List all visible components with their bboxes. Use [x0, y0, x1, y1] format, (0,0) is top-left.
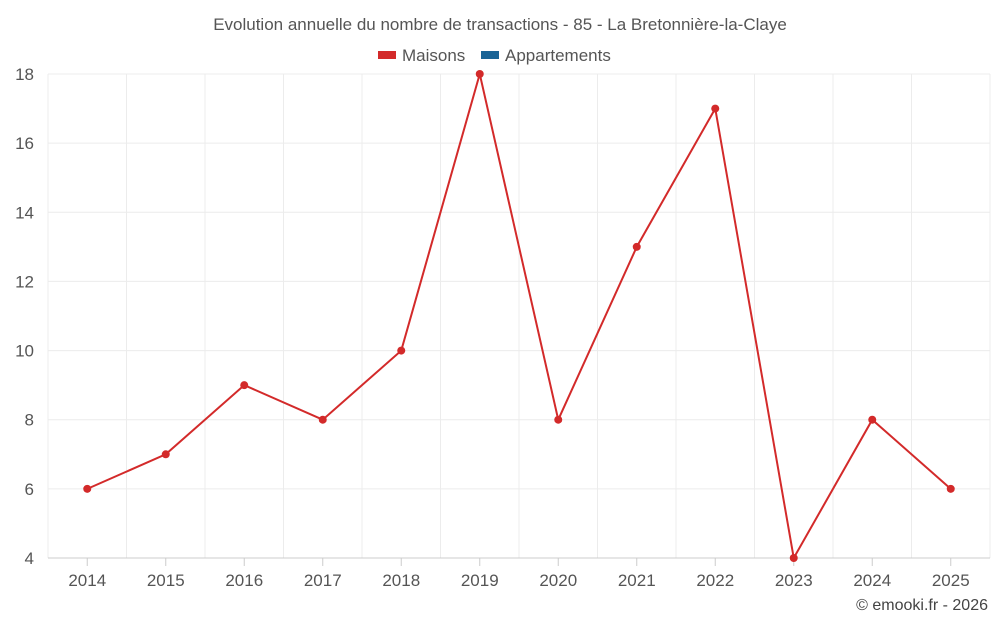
- y-tick-label: 18: [15, 65, 34, 84]
- data-point[interactable]: [161, 450, 170, 459]
- data-point[interactable]: [789, 554, 798, 562]
- data-point[interactable]: [318, 415, 327, 424]
- y-tick-label: 14: [15, 203, 34, 222]
- x-tick-label: 2017: [304, 571, 342, 590]
- x-tick-label: 2025: [932, 571, 970, 590]
- data-point[interactable]: [868, 415, 877, 424]
- x-tick-label: 2024: [853, 571, 891, 590]
- data-point[interactable]: [240, 381, 249, 390]
- legend: Maisons Appartements: [378, 46, 611, 65]
- x-tick-label: 2022: [696, 571, 734, 590]
- plot-area: [83, 70, 955, 562]
- y-tick-label: 6: [25, 480, 34, 499]
- y-tick-label: 4: [25, 549, 34, 568]
- x-tick-label: 2021: [618, 571, 656, 590]
- y-tick-label: 12: [15, 272, 34, 291]
- y-tick-label: 16: [15, 134, 34, 153]
- data-point[interactable]: [397, 346, 406, 355]
- data-point[interactable]: [554, 415, 563, 424]
- data-point[interactable]: [711, 104, 720, 113]
- x-tick-label: 2015: [147, 571, 185, 590]
- x-tick-label: 2019: [461, 571, 499, 590]
- data-point[interactable]: [475, 70, 484, 78]
- x-tick-label: 2020: [539, 571, 577, 590]
- x-tick-label: 2014: [68, 571, 106, 590]
- legend-item-appartements[interactable]: Appartements: [481, 46, 611, 65]
- data-point[interactable]: [83, 484, 92, 493]
- x-tick-label: 2018: [382, 571, 420, 590]
- legend-swatch-appartements: [481, 51, 499, 59]
- data-point[interactable]: [632, 242, 641, 251]
- data-point[interactable]: [946, 484, 955, 493]
- grid: [47, 73, 991, 558]
- credit-text: © emooki.fr - 2026: [856, 597, 988, 614]
- axes: 4 6 8 10 12 14 16 18 2014 2015 2016 2017 2018 2019 202…: [15, 65, 990, 590]
- legend-label-maisons: Maisons: [402, 46, 465, 65]
- x-tick-label: 2023: [775, 571, 813, 590]
- chart-title: Evolution annuelle du nombre de transact…: [213, 15, 787, 34]
- legend-label-appartements: Appartements: [505, 46, 611, 65]
- series-line-maisons: [86, 73, 952, 561]
- legend-swatch-maisons: [378, 51, 396, 59]
- y-tick-label: 10: [15, 342, 34, 361]
- y-tick-label: 8: [25, 411, 34, 430]
- x-tick-label: 2016: [225, 571, 263, 590]
- legend-item-maisons[interactable]: Maisons: [378, 46, 465, 65]
